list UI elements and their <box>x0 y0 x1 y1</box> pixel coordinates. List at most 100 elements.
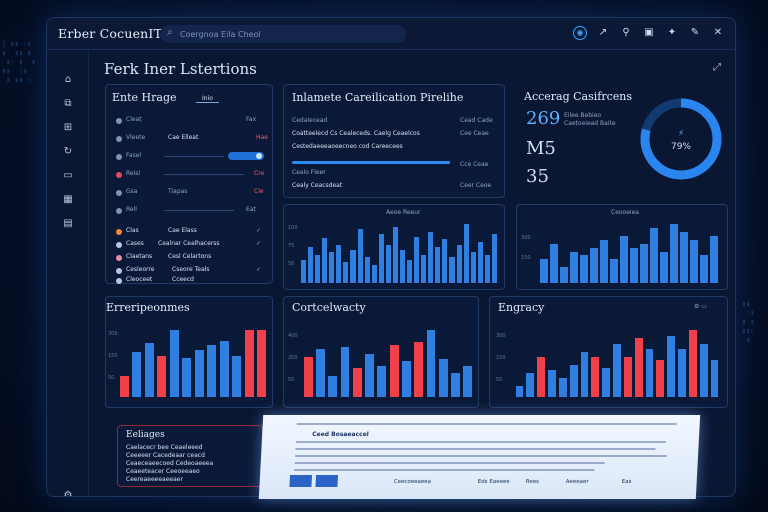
chart-bar <box>515 386 524 397</box>
row-value: Eat <box>246 206 256 213</box>
axis-tick: 150 <box>496 355 506 361</box>
layers-icon[interactable]: ⧉ <box>64 98 72 109</box>
axis-tick: 50 <box>288 261 295 267</box>
chart-bar <box>392 226 398 283</box>
chart-bar <box>378 234 384 283</box>
pipeline-row-label: Cealo Fleer <box>292 169 326 176</box>
chart-bar <box>308 247 314 283</box>
window-icon[interactable]: ▣ <box>644 27 654 38</box>
notes-line: Ceereaeeeeaeeaer <box>126 476 183 483</box>
settings-small-icon[interactable]: ⚙ ▭ <box>694 303 707 310</box>
folder-icon[interactable]: ▭ <box>63 170 73 181</box>
share-icon[interactable]: ↗ <box>598 27 608 38</box>
chart-bar <box>630 247 638 283</box>
chart-bar <box>451 373 460 397</box>
app-title: Erber CocuenIT <box>58 26 163 41</box>
row-toggle[interactable] <box>228 152 264 160</box>
chart-bar <box>449 257 455 283</box>
chart-bar <box>610 259 618 283</box>
list-mid: Cealnar Cealhacerss <box>158 240 220 247</box>
doc-footer: Eds Eaeeee <box>477 479 510 485</box>
accuracy-chart-panel: Ceooeiea 300 150 <box>516 204 728 290</box>
archive-icon[interactable]: ⊞ <box>63 122 73 133</box>
doc-footer: Ceecoeeaeea <box>393 479 432 485</box>
row-icon <box>116 118 122 124</box>
row-label: Rell <box>126 206 137 213</box>
gauge-label: 79% <box>671 142 691 152</box>
entries-tab[interactable]: Inio <box>196 95 219 103</box>
list-icon <box>116 278 122 284</box>
edit-icon[interactable]: ✎ <box>690 27 700 38</box>
chart-bar <box>491 234 497 283</box>
efficiency-bar-chart <box>118 327 268 397</box>
list-check: ✓ <box>256 266 262 273</box>
home-icon[interactable]: ⌂ <box>64 74 72 85</box>
stat-subnote: Caetoeiead Baite <box>564 120 616 127</box>
chart-bar <box>385 244 391 283</box>
gauge-arc <box>640 98 722 180</box>
chart-bar <box>660 251 668 283</box>
axis-tick: 50 <box>496 377 503 383</box>
chart-bar <box>680 231 688 283</box>
search-input[interactable] <box>180 27 390 41</box>
chart-bar <box>194 349 204 397</box>
twitter-icon[interactable]: ✦ <box>667 27 677 38</box>
stat-value: 35 <box>526 166 549 187</box>
chart-bar <box>157 356 167 397</box>
chart-bar <box>526 373 535 397</box>
chart-bar <box>244 330 254 397</box>
pipeline-row-label: Coatteelecd Cs Cealeceds. Caelg Ceaelcos <box>292 130 420 137</box>
chart-bar <box>442 239 448 283</box>
document-preview[interactable]: Ceed Bosaeaccel Ceecoeeaeea Eds Eaeeee R… <box>258 415 701 499</box>
chart-bar <box>590 247 598 283</box>
search-top-icon[interactable]: ⚲ <box>622 27 630 38</box>
search-box[interactable]: ⌕ <box>160 25 406 43</box>
row-divider <box>164 210 234 211</box>
chart-bar <box>365 354 374 397</box>
axis-tick: 75 <box>288 243 295 249</box>
chart-bar <box>560 267 568 283</box>
pipeline-progress <box>292 161 450 164</box>
doc-footer: Rees <box>525 479 540 485</box>
chart-bar <box>580 351 589 397</box>
row-label: Reisl <box>126 170 141 177</box>
pipeline-bar-chart <box>300 221 498 283</box>
stat-value: 269 <box>526 108 561 129</box>
list-mid: Cseore Teals <box>172 266 210 273</box>
chart-bar <box>438 358 448 397</box>
pipeline-panel: Inlamete Careilication Pirelihe Cedalece… <box>283 84 505 198</box>
close-icon[interactable]: ✕ <box>713 27 723 38</box>
grid-icon[interactable]: ▦ <box>63 194 73 205</box>
chart-bar <box>219 341 229 397</box>
list-check: ✓ <box>256 227 262 234</box>
notes-line: Ceaeeteacer Ceeoeeaeo <box>126 468 200 475</box>
settings-icon[interactable]: ⚙ <box>63 490 73 497</box>
chart-bar <box>132 351 142 397</box>
connectivity-title: Cortcelwacty <box>292 301 366 314</box>
chart-bar <box>377 366 387 397</box>
row-icon <box>116 136 122 142</box>
document-icon[interactable]: ▤ <box>63 218 73 229</box>
chart-bar <box>613 343 621 397</box>
refresh-icon[interactable]: ↻ <box>63 146 73 157</box>
top-bar: Erber CocuenIT ⌕ ◉ ↗ ⚲ ▣ ✦ ✎ ✕ <box>47 18 735 50</box>
pipeline-progress-fill <box>292 161 450 164</box>
chart-bar <box>119 375 129 397</box>
help-icon[interactable]: ◉ <box>573 26 587 40</box>
chart-bar <box>690 239 698 283</box>
accuracy-bar-chart <box>539 221 719 283</box>
chart-bar <box>328 375 338 397</box>
chart-bar <box>591 357 600 397</box>
row-icon <box>116 208 122 214</box>
chart-bar <box>634 338 643 397</box>
chart-bar <box>329 252 335 283</box>
doc-line <box>294 469 595 471</box>
expand-icon[interactable]: ⤢ <box>713 62 721 73</box>
row-label: Gsa <box>126 188 138 195</box>
chart-bar <box>232 356 242 397</box>
chart-bar <box>426 330 436 397</box>
axis-tick: 300 <box>521 235 531 241</box>
chart-bar <box>399 249 406 283</box>
list-icon <box>116 229 122 235</box>
pipeline-row-label: Cedalecead <box>292 117 328 124</box>
